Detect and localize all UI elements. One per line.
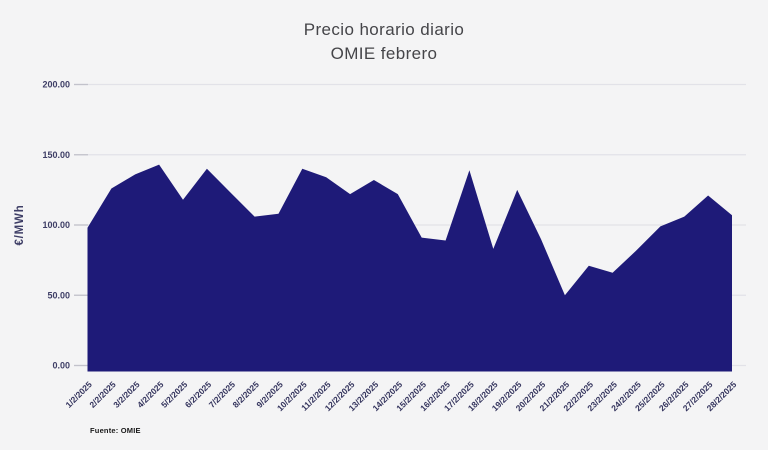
y-tick-label: 150.00 xyxy=(42,150,70,160)
chart-title-line2: OMIE febrero xyxy=(330,44,438,63)
y-tick-label: 50.00 xyxy=(47,290,70,300)
y-tick-label: 200.00 xyxy=(42,80,70,90)
chart-title-line1: Precio horario diario xyxy=(303,20,465,39)
area-series-precio xyxy=(87,164,732,372)
chart-title: Precio horario diario OMIE febrero xyxy=(0,18,768,66)
y-tick-label: 0.00 xyxy=(52,361,70,371)
y-tick-label: 100.00 xyxy=(42,220,70,230)
source-note: Fuente: OMIE xyxy=(90,426,141,435)
